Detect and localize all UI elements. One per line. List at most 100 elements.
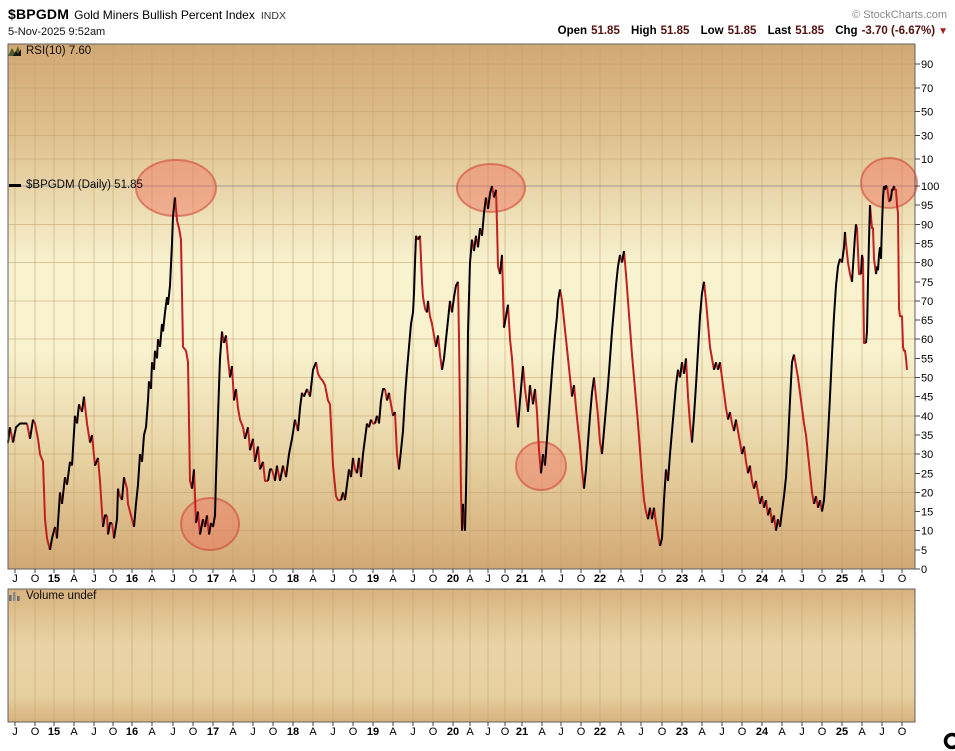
svg-text:J: J — [485, 726, 491, 738]
svg-text:O: O — [898, 573, 907, 585]
svg-text:J: J — [91, 726, 97, 738]
svg-text:J: J — [330, 573, 336, 585]
svg-text:J: J — [558, 573, 564, 585]
svg-text:A: A — [538, 573, 546, 585]
ticker-symbol: $BPGDM — [8, 6, 70, 22]
svg-text:A: A — [229, 726, 237, 738]
svg-text:A: A — [309, 726, 317, 738]
svg-text:10: 10 — [921, 154, 933, 166]
chg-down-icon: ▼ — [938, 26, 948, 37]
svg-text:J: J — [410, 573, 416, 585]
open-value: 51.85 — [591, 25, 620, 37]
svg-text:A: A — [858, 726, 866, 738]
chg-value: -3.70 (-6.67%) — [861, 25, 936, 37]
svg-text:A: A — [148, 726, 156, 738]
svg-text:60: 60 — [921, 334, 933, 346]
price-legend-label: $BPGDM (Daily) 51.85 — [26, 179, 143, 191]
svg-text:O: O — [501, 573, 510, 585]
svg-text:J: J — [170, 573, 176, 585]
svg-text:A: A — [466, 573, 474, 585]
svg-text:O: O — [658, 726, 667, 738]
svg-text:A: A — [229, 573, 237, 585]
svg-text:J: J — [879, 573, 885, 585]
svg-text:O: O — [577, 726, 586, 738]
svg-text:25: 25 — [921, 468, 933, 480]
svg-text:O: O — [269, 573, 278, 585]
svg-text:95: 95 — [921, 200, 933, 212]
svg-text:20: 20 — [921, 487, 933, 499]
svg-text:35: 35 — [921, 430, 933, 442]
svg-text:22: 22 — [594, 726, 606, 738]
svg-text:19: 19 — [367, 726, 379, 738]
svg-text:A: A — [698, 726, 706, 738]
svg-text:85: 85 — [921, 238, 933, 250]
svg-text:75: 75 — [921, 277, 933, 289]
svg-text:A: A — [70, 573, 78, 585]
svg-text:A: A — [389, 726, 397, 738]
svg-text:J: J — [12, 573, 18, 585]
svg-text:O: O — [429, 726, 438, 738]
svg-text:O: O — [898, 726, 907, 738]
svg-text:16: 16 — [126, 726, 138, 738]
svg-text:22: 22 — [594, 573, 606, 585]
svg-text:23: 23 — [676, 726, 688, 738]
svg-text:20: 20 — [447, 726, 459, 738]
svg-text:O: O — [429, 573, 438, 585]
svg-text:O: O — [109, 726, 118, 738]
chart-timestamp: 5-Nov-2025 9:52am — [8, 26, 106, 38]
svg-text:24: 24 — [756, 726, 769, 738]
svg-text:O: O — [738, 726, 747, 738]
open-label: Open — [557, 25, 588, 37]
svg-text:A: A — [858, 573, 866, 585]
svg-text:O: O — [577, 573, 586, 585]
high-value: 51.85 — [660, 25, 690, 37]
svg-text:A: A — [617, 573, 625, 585]
index-name: Gold Miners Bullish Percent Index — [74, 8, 255, 22]
svg-text:65: 65 — [921, 315, 933, 327]
svg-text:J: J — [170, 726, 176, 738]
rsi-area-icon — [8, 46, 21, 56]
svg-text:21: 21 — [516, 573, 528, 585]
svg-text:J: J — [12, 726, 18, 738]
svg-text:A: A — [70, 726, 78, 738]
svg-text:40: 40 — [921, 411, 933, 423]
svg-text:J: J — [330, 726, 336, 738]
svg-text:O: O — [501, 726, 510, 738]
svg-text:J: J — [719, 726, 725, 738]
svg-text:16: 16 — [126, 573, 138, 585]
svg-text:J: J — [91, 573, 97, 585]
volume-legend-label: Volume undef — [26, 590, 97, 602]
last-value: 51.85 — [795, 25, 825, 37]
svg-text:A: A — [778, 726, 786, 738]
svg-text:24: 24 — [756, 573, 769, 585]
svg-text:15: 15 — [921, 507, 933, 519]
svg-text:30: 30 — [921, 130, 933, 142]
svg-text:17: 17 — [207, 573, 219, 585]
svg-text:17: 17 — [207, 726, 219, 738]
svg-text:A: A — [538, 726, 546, 738]
svg-text:O: O — [31, 573, 40, 585]
svg-text:O: O — [189, 726, 198, 738]
svg-text:18: 18 — [287, 573, 299, 585]
svg-text:23: 23 — [676, 573, 688, 585]
svg-text:70: 70 — [921, 296, 933, 308]
svg-text:15: 15 — [48, 726, 60, 738]
svg-text:A: A — [698, 573, 706, 585]
svg-text:15: 15 — [48, 573, 60, 585]
last-label: Last — [767, 25, 792, 37]
svg-text:O: O — [738, 573, 747, 585]
header-title: $BPGDM Gold Miners Bullish Percent Index I… — [8, 6, 286, 22]
svg-text:70: 70 — [921, 83, 933, 95]
exchange-label: INDX — [260, 10, 286, 22]
svg-text:O: O — [31, 726, 40, 738]
svg-text:J: J — [485, 573, 491, 585]
svg-text:O: O — [189, 573, 198, 585]
quote-summary: Open 51.85 High 51.85 Low 51.85 Last 51.85 C… — [550, 25, 948, 37]
svg-text:20: 20 — [447, 573, 459, 585]
stockcharts-copyright: © StockCharts.com — [852, 9, 947, 21]
svg-text:J: J — [638, 573, 644, 585]
svg-text:O: O — [349, 726, 358, 738]
svg-text:A: A — [148, 573, 156, 585]
